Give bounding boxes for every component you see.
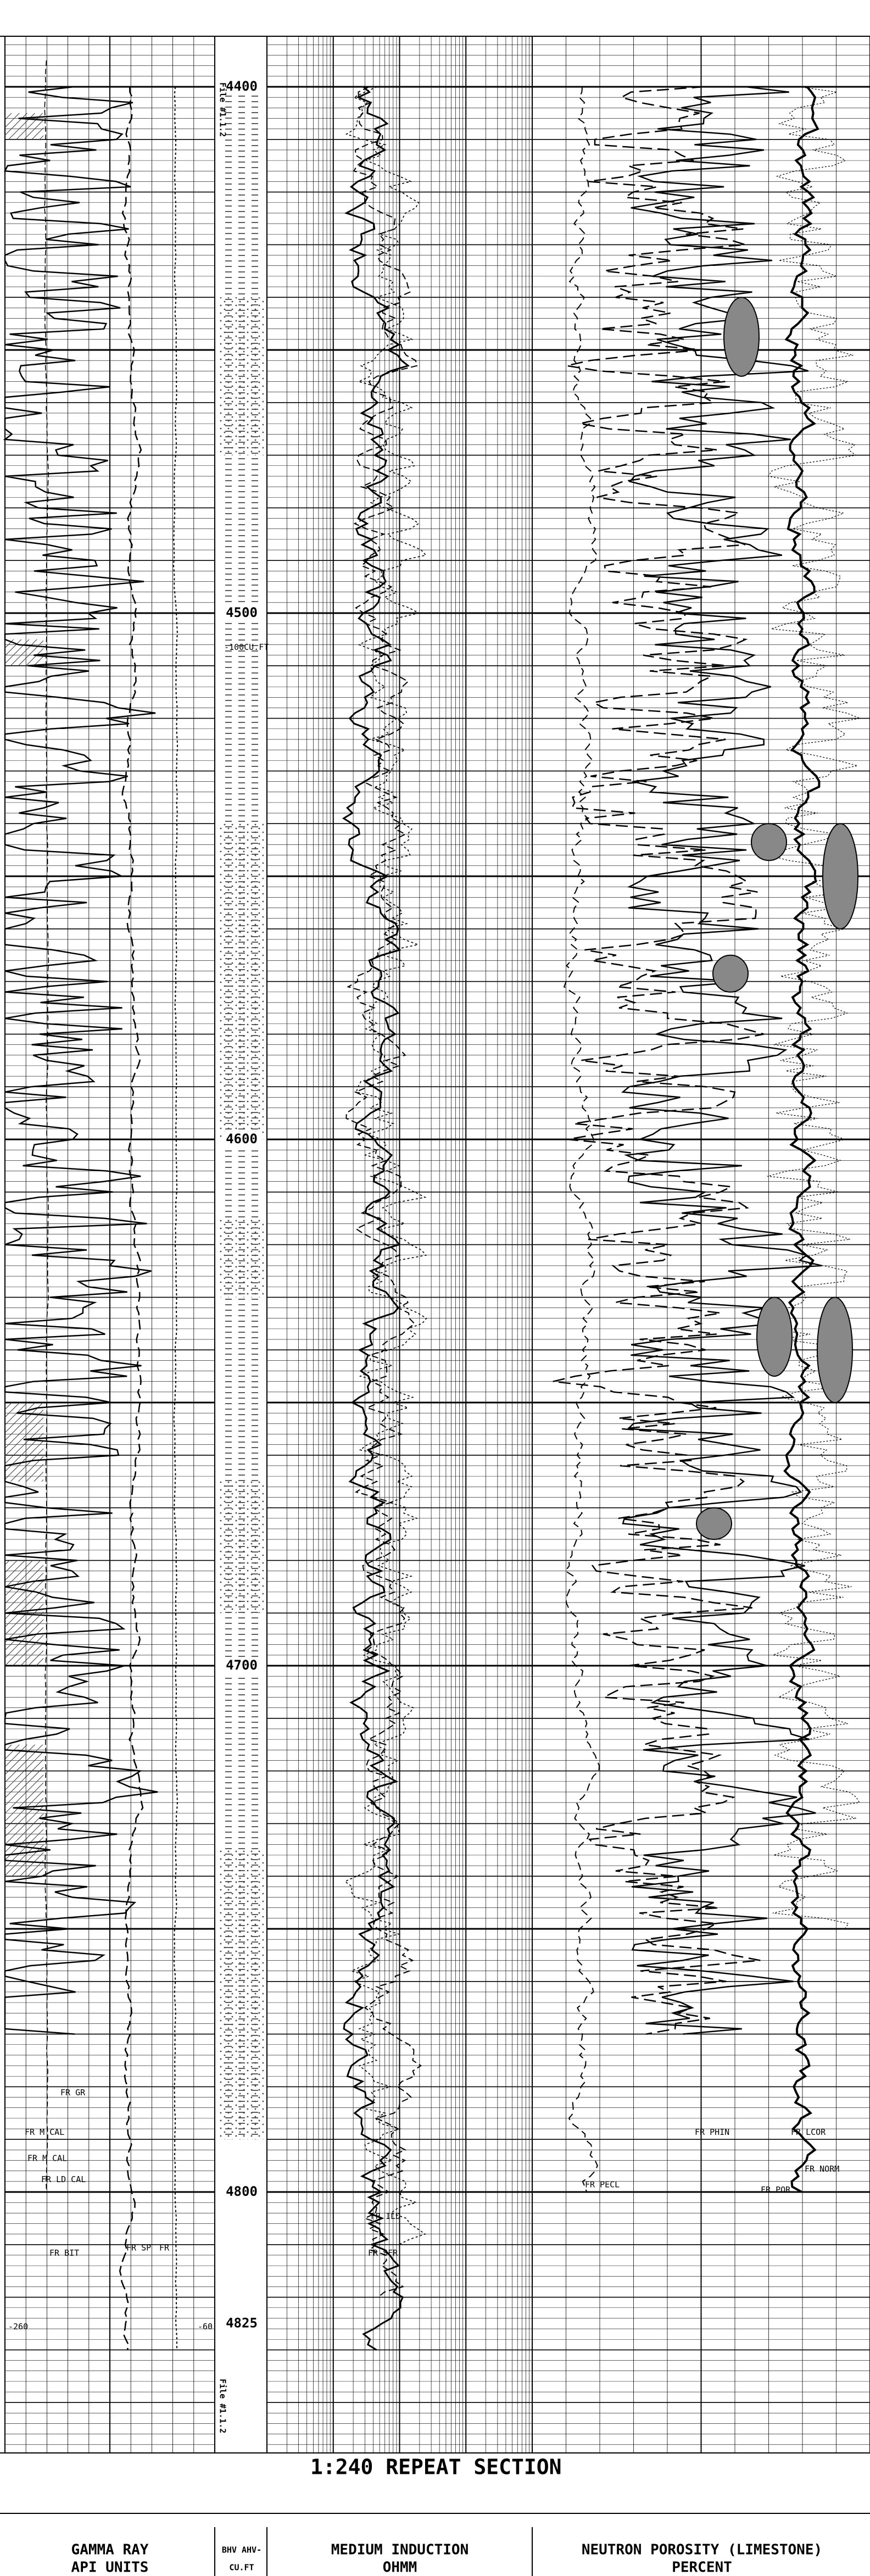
porosity-shade xyxy=(751,824,787,860)
file-label: File #1.1.2 xyxy=(218,82,228,137)
porosity-shade xyxy=(713,955,748,992)
footer-title: MEDIUM INDUCTION xyxy=(331,2542,469,2558)
depth-label: 4825 xyxy=(226,2316,258,2331)
footer-title: GAMMA RAY xyxy=(71,2542,149,2558)
scale-note: -100CU.FT xyxy=(224,642,269,652)
curve-label: FR M CAL xyxy=(25,2127,64,2137)
lithology xyxy=(219,1482,264,1614)
lithology xyxy=(219,824,264,1139)
scale-note: -260 xyxy=(8,2322,28,2332)
section-title: 1:240 REPEAT SECTION xyxy=(310,2455,562,2479)
background xyxy=(0,0,870,2576)
sp-shade xyxy=(5,1745,43,1877)
depth-label: 4600 xyxy=(226,1131,258,1147)
sp-shade xyxy=(5,639,43,666)
footer-unit: PERCENT xyxy=(672,2560,732,2576)
curve-label: FR ILD xyxy=(371,2211,400,2221)
scale-note: -60 xyxy=(198,2322,213,2332)
curve-label: FR GR xyxy=(60,2088,86,2097)
curve-label: FR SFR xyxy=(368,2248,398,2258)
file-label: File #1.1.2 xyxy=(218,2379,228,2433)
curve-label: FR xyxy=(159,2243,170,2253)
porosity-shade xyxy=(696,1508,732,1539)
footer-unit: CU.FT xyxy=(229,2563,254,2573)
lithology xyxy=(219,297,264,455)
depth-label: 4400 xyxy=(226,79,258,94)
porosity-shade xyxy=(757,1297,792,1376)
curve-label: FR PECL xyxy=(585,2180,620,2190)
curve-label: FR SP xyxy=(126,2243,151,2253)
lithology xyxy=(219,1850,264,2139)
curve-label: FR LD CAL xyxy=(41,2174,86,2184)
porosity-shade xyxy=(817,1297,852,1403)
depth-label: 4700 xyxy=(226,1657,258,1673)
footer-unit: API UNITS xyxy=(71,2560,149,2576)
curve-label: FR BIT xyxy=(49,2248,79,2258)
porosity-shade xyxy=(823,824,858,929)
curve-label: FR M CAL xyxy=(27,2154,67,2163)
depth-label: 4800 xyxy=(226,2184,258,2199)
footer-unit: OHMM xyxy=(383,2560,417,2576)
curve-label: FR PHIN xyxy=(695,2127,729,2137)
curve-label: FR LCOR xyxy=(791,2127,826,2137)
curve-label: FR POR xyxy=(761,2185,791,2195)
footer-title: BHV AHV- xyxy=(222,2545,261,2555)
porosity-shade xyxy=(724,297,759,376)
depth-label: 4500 xyxy=(226,605,258,620)
curve-label: FR NORM xyxy=(805,2164,839,2174)
lithology xyxy=(219,1219,264,1298)
well-log: 4400 4500 4600 4700 4800 4825 File #1.1.2 File … xyxy=(0,0,870,2576)
footer-title: NEUTRON POROSITY (LIMESTONE) xyxy=(582,2542,822,2558)
